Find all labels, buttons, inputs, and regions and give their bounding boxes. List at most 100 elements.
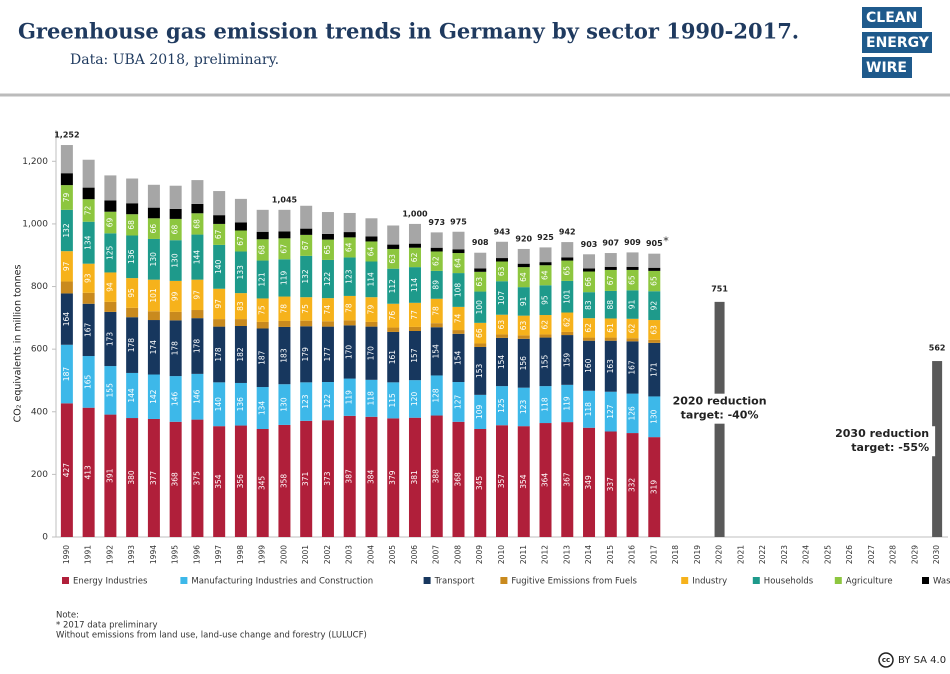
segment-label: 95 (127, 288, 136, 298)
bar-segment (191, 213, 204, 235)
x-tick-label: 2017 (649, 545, 658, 564)
bar-segment (60, 185, 73, 210)
bar-segment (147, 320, 160, 375)
segment-label: 101 (149, 288, 158, 303)
legend-label: Fugitive Emissions from Fuels (511, 577, 637, 587)
bar-segment (256, 209, 269, 232)
bar-segment (561, 257, 574, 261)
segment-label: 160 (584, 358, 593, 373)
bar-segment (604, 340, 617, 392)
bar-segment (583, 271, 596, 293)
x-tick-label: 2016 (628, 545, 637, 564)
segment-label: 368 (453, 472, 462, 487)
bar-segment (256, 328, 269, 388)
x-tick-label: 2010 (497, 545, 506, 564)
legend-swatch (500, 577, 508, 584)
bar-segment (191, 318, 204, 374)
total-label: 909 (624, 238, 641, 247)
bar-segment (343, 212, 356, 233)
segment-label: 356 (236, 474, 245, 489)
total-label: 975 (450, 217, 467, 226)
segment-label: 388 (432, 469, 441, 484)
segment-label: 107 (497, 291, 506, 306)
y-tick-label: 400 (31, 407, 48, 417)
bar-segment (474, 291, 487, 323)
bar-segment (365, 321, 378, 327)
bar-segment (60, 251, 73, 282)
segment-label: 146 (171, 392, 180, 407)
segment-label: 187 (62, 367, 71, 382)
bar-segment (626, 290, 639, 319)
segment-label: 72 (84, 205, 93, 215)
segment-label: 93 (84, 273, 93, 283)
x-tick-label: 2029 (910, 545, 919, 564)
x-tick-label: 1997 (214, 545, 223, 564)
bar-segment (648, 270, 661, 292)
bar-segment (561, 260, 574, 281)
bar-segment (104, 311, 117, 367)
bar-segment (474, 428, 487, 537)
bar-segment (126, 214, 139, 236)
legend-label: Waste (933, 577, 950, 587)
bar-segment (82, 187, 95, 200)
bar-segment (191, 419, 204, 537)
segment-label: 121 (258, 272, 267, 287)
target-annotation: 2020 reduction (673, 395, 767, 408)
legend-swatch (752, 577, 760, 584)
segment-label: 119 (562, 396, 571, 411)
x-tick-label: 2008 (453, 545, 462, 564)
legend-swatch (423, 577, 431, 584)
segment-label: 159 (562, 353, 571, 368)
bar-segment (430, 251, 443, 271)
logo-text: ENERGY (866, 35, 930, 51)
bar-segment (82, 407, 95, 537)
segment-label: 119 (345, 390, 354, 405)
segment-label: 89 (432, 280, 441, 290)
bar-segment (408, 326, 421, 331)
segment-label: 391 (105, 468, 114, 483)
bar-segment (365, 326, 378, 380)
bar-segment (474, 394, 487, 429)
cc-icon-text: cc (882, 656, 890, 664)
total-label: 1,252 (54, 131, 79, 140)
bar-segment (343, 232, 356, 238)
bar-segment (583, 292, 596, 319)
segment-label: 377 (149, 471, 158, 486)
segment-label: 63 (388, 254, 397, 264)
x-tick-label: 1998 (236, 545, 245, 564)
x-tick-label: 2006 (410, 545, 419, 564)
note: Without emissions from land use, land-us… (56, 631, 367, 641)
segment-label: 345 (258, 476, 267, 491)
bar-segment (452, 273, 465, 307)
bar-segment (126, 372, 139, 419)
bar-segment (300, 234, 313, 256)
bar-segment (147, 279, 160, 312)
segment-label: 68 (192, 219, 201, 229)
bar-segment (147, 374, 160, 419)
segment-label: 337 (606, 477, 615, 492)
bar-segment (583, 318, 596, 338)
annotation-bg (841, 426, 936, 457)
bar-segment (430, 415, 443, 537)
bar-segment (517, 426, 530, 537)
bar-segment (234, 382, 247, 426)
segment-label: 63 (519, 321, 528, 331)
segment-label: 125 (105, 246, 114, 261)
x-tick-label: 2027 (867, 545, 876, 564)
bar-segment (430, 323, 443, 328)
x-tick-label: 1991 (84, 545, 93, 564)
bar-segment (561, 242, 574, 258)
bar-segment (648, 267, 661, 271)
segment-label: 74 (323, 305, 332, 315)
segment-label: 118 (584, 402, 593, 417)
bar-segment (321, 239, 334, 260)
bar-segment (213, 319, 226, 327)
bar-segment (147, 207, 160, 219)
bar-segment (387, 327, 400, 332)
bar-segment (604, 318, 617, 338)
y-tick-label: 800 (31, 282, 48, 292)
segment-label: 367 (562, 472, 571, 487)
total-label: 903 (581, 240, 598, 249)
bar-segment (561, 422, 574, 537)
segment-label: 165 (84, 374, 93, 389)
